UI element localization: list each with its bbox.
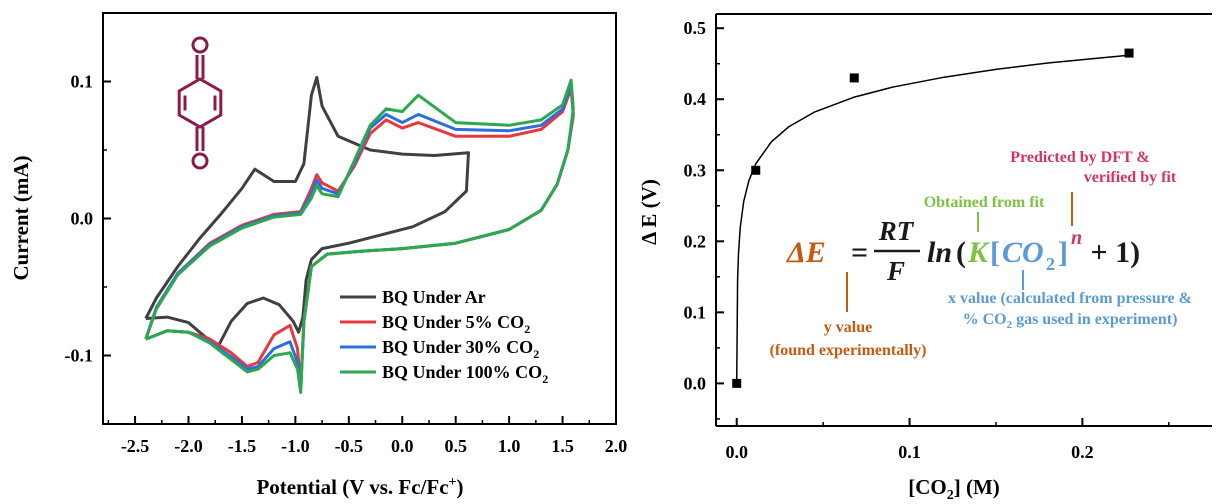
de-y-tick-label: 0.0 <box>684 373 707 393</box>
cv-x-tick-label: -0.5 <box>335 436 364 456</box>
annotation-y-value-line1: y value <box>824 319 872 336</box>
fit-curve <box>735 54 1130 384</box>
equation-k: K <box>967 236 990 269</box>
equation-co: CO <box>1002 236 1044 269</box>
cv-series-line-0 <box>144 75 470 348</box>
cv-y-tick-label: 0.1 <box>71 72 94 92</box>
de-y-tick-label: 0.3 <box>684 160 707 180</box>
de-x-tick-label: 0.0 <box>725 442 748 462</box>
cv-legend-label-0: BQ Under Ar <box>382 287 486 307</box>
cv-series-line-3 <box>144 78 575 394</box>
annotation-predicted-line1: Predicted by DFT & <box>1010 149 1149 166</box>
de-point-3 <box>1124 48 1134 58</box>
equation-exponent-n: n <box>1071 227 1082 249</box>
annotation-predicted-line2: verified by fit <box>1084 169 1177 186</box>
cv-series-group <box>144 75 575 394</box>
de-y-tick-label: 0.1 <box>684 302 707 322</box>
cv-y-axis-title: Current (mA) <box>9 155 33 280</box>
benzene-ring <box>177 77 223 129</box>
cv-x-tick-label: 1.0 <box>498 436 521 456</box>
cv-x-tick-label: -1.5 <box>228 436 257 456</box>
equation-bracket-open: [ <box>990 236 1000 269</box>
cv-y-tick-label: -0.1 <box>65 346 94 366</box>
cv-axes: -2.5 -2.0 -1.5 -1.0 -0.5 0.0 0.5 1.0 1.5 2.0 -0.1 0… <box>65 72 628 457</box>
de-axes: 0.0 0.1 0.2 0.0 0.1 0.2 0.3 0.4 0.5 <box>684 13 1212 462</box>
de-x-axis-title: [CO2] (M) <box>908 475 1000 503</box>
de-x-tick-label: 0.1 <box>898 442 921 462</box>
equation-plus-one: + 1) <box>1083 236 1140 269</box>
equation-delta-e: ΔE <box>786 236 826 269</box>
cv-x-tick-label: 0.5 <box>444 436 467 456</box>
cv-x-tick-label: 0.0 <box>391 436 414 456</box>
cv-x-tick-label: -2.0 <box>174 436 203 456</box>
de-scatter-points <box>732 48 1134 388</box>
oxygen-bottom <box>191 152 209 170</box>
equation-numerator: RT <box>878 216 915 246</box>
cv-x-tick-label: 2.0 <box>605 436 628 456</box>
cv-x-tick-label: -1.0 <box>281 436 310 456</box>
cv-chart: -2.5 -2.0 -1.5 -1.0 -0.5 0.0 0.5 1.0 1.5 2.0 -0.1 0… <box>9 12 628 499</box>
annotation-obtained: Obtained from fit <box>924 194 1045 211</box>
de-y-tick-label: 0.4 <box>684 89 707 109</box>
equation-denominator: F <box>886 256 905 286</box>
equation-co-sub: 2 <box>1046 254 1055 274</box>
delta-e-chart: 0.0 0.1 0.2 0.0 0.1 0.2 0.3 0.4 0.5 ΔE = RT F ln… <box>637 13 1212 503</box>
cv-x-tick-label: -2.5 <box>121 436 150 456</box>
de-y-axis-title: Δ E (V) <box>637 179 661 245</box>
cv-legend-label-3: BQ Under 100% CO2 <box>382 362 548 386</box>
equation-ln: ln <box>927 236 952 269</box>
cv-legend-label-2: BQ Under 30% CO2 <box>382 337 539 361</box>
cv-legend-label-1: BQ Under 5% CO2 <box>382 312 530 336</box>
de-point-1 <box>751 165 761 175</box>
de-y-tick-label: 0.5 <box>684 18 707 38</box>
de-y-tick-label: 0.2 <box>684 231 707 251</box>
annotation-y-value-line2: (found experimentally) <box>770 342 927 359</box>
cv-x-tick-label: 1.5 <box>551 436 574 456</box>
annotation-x-value-line1: x value (calculated from pressure & <box>948 290 1192 307</box>
equation-equals: = <box>851 236 868 269</box>
oxygen-top <box>191 36 209 54</box>
equation-open-paren: ( <box>956 236 966 269</box>
cv-x-axis-title: Potential (V vs. Fc/Fc+) <box>256 475 463 499</box>
annotation-x-value-line2: % CO2 gas used in experiment) <box>963 311 1178 331</box>
cv-y-tick-label: 0.0 <box>71 209 94 229</box>
de-point-0 <box>732 378 742 388</box>
de-point-2 <box>849 73 859 83</box>
benzoquinone-molecule <box>177 36 223 170</box>
equation-bracket-close: ] <box>1058 236 1068 269</box>
de-x-tick-label: 0.2 <box>1071 442 1094 462</box>
